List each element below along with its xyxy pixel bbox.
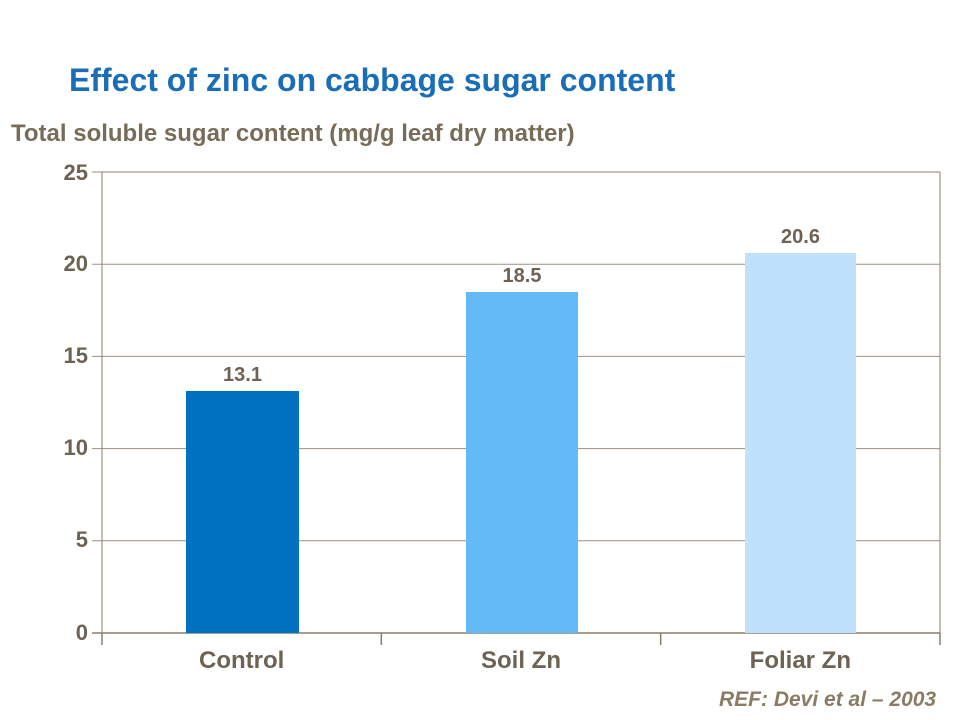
svg-text:20.6: 20.6 [781,226,820,248]
svg-text:Control: Control [199,647,284,674]
svg-text:18.5: 18.5 [503,265,542,287]
svg-text:13.1: 13.1 [223,364,262,386]
svg-text:20: 20 [64,251,88,276]
svg-text:10: 10 [64,435,88,460]
svg-text:Soil Zn: Soil Zn [481,647,561,674]
svg-text:Foliar Zn: Foliar Zn [750,647,851,674]
svg-text:15: 15 [64,343,88,368]
svg-text:0: 0 [76,620,88,645]
svg-text:25: 25 [64,160,88,185]
svg-text:5: 5 [76,527,88,552]
